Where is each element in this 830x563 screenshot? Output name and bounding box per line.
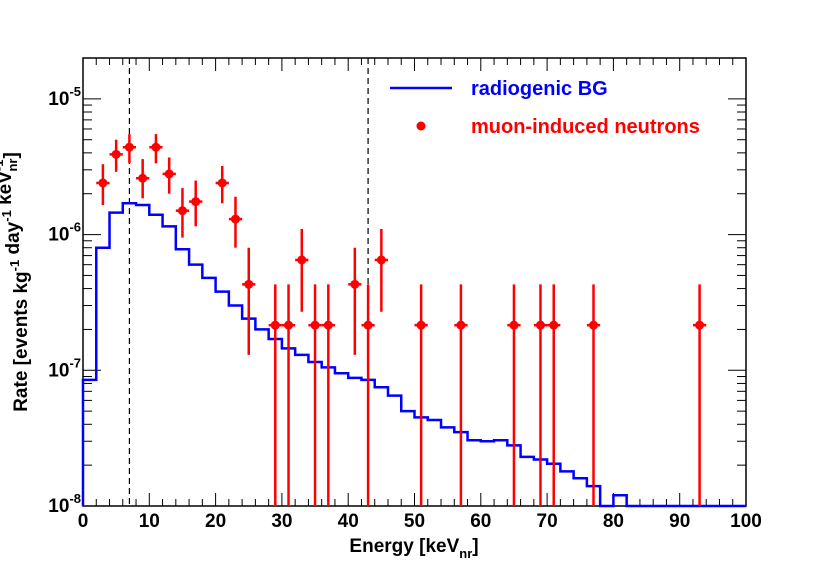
y-axis-title: Rate [events kg-1 day-1 keV-1nr] xyxy=(0,152,32,412)
y-tick-labels: 10-8 10-7 10-6 10-5 xyxy=(48,84,81,517)
x-tick-label: 10 xyxy=(139,511,160,532)
data-point xyxy=(244,279,254,289)
data-point xyxy=(284,320,294,330)
radiogenic-bg-step-line xyxy=(81,202,746,508)
data-point xyxy=(416,320,426,330)
legend-label-radiogenic: radiogenic BG xyxy=(471,78,608,100)
axis-ticks xyxy=(82,57,747,507)
muon-neutron-series xyxy=(96,134,707,506)
data-point xyxy=(177,206,187,216)
data-point xyxy=(230,214,240,224)
data-point xyxy=(124,142,134,152)
data-point xyxy=(297,255,307,265)
data-point xyxy=(589,320,599,330)
plot-frame xyxy=(82,57,747,507)
data-point xyxy=(535,320,545,330)
legend: radiogenic BG muon-induced neutrons xyxy=(390,78,700,138)
x-tick-label: 60 xyxy=(470,511,491,532)
data-point xyxy=(350,279,360,289)
y-tick-label: 10-5 xyxy=(48,84,81,110)
x-tick-label: 20 xyxy=(205,511,226,532)
data-point xyxy=(363,320,373,330)
data-point xyxy=(164,169,174,179)
y-tick-label: 10-6 xyxy=(48,220,81,246)
data-point xyxy=(98,178,108,188)
x-tick-label: 80 xyxy=(603,511,624,532)
data-point xyxy=(376,255,386,265)
data-point xyxy=(138,173,148,183)
data-point xyxy=(310,320,320,330)
x-tick-label: 50 xyxy=(404,511,425,532)
x-tick-label: 70 xyxy=(537,511,558,532)
data-point xyxy=(695,320,705,330)
radiogenic-bg-series xyxy=(81,202,746,508)
x-axis-title: Energy [keVnr] xyxy=(349,536,478,561)
y-tick-label: 10-7 xyxy=(48,355,81,381)
x-tick-label: 30 xyxy=(271,511,292,532)
data-point xyxy=(549,320,559,330)
data-point xyxy=(456,320,466,330)
data-point xyxy=(323,320,333,330)
data-point xyxy=(509,320,519,330)
x-tick-label: 0 xyxy=(78,511,89,532)
x-tick-label: 40 xyxy=(338,511,359,532)
data-point xyxy=(111,149,121,159)
data-point xyxy=(217,178,227,188)
x-tick-labels: 0 10 20 30 40 50 60 70 80 90 100 xyxy=(78,511,762,532)
data-point xyxy=(151,142,161,152)
data-point xyxy=(270,320,280,330)
legend-marker-neutrons xyxy=(416,121,426,131)
x-tick-label: 90 xyxy=(669,511,690,532)
x-tick-label: 100 xyxy=(730,511,762,532)
y-tick-label: 10-8 xyxy=(48,491,81,517)
legend-label-neutrons: muon-induced neutrons xyxy=(471,116,700,138)
data-point xyxy=(191,197,201,207)
